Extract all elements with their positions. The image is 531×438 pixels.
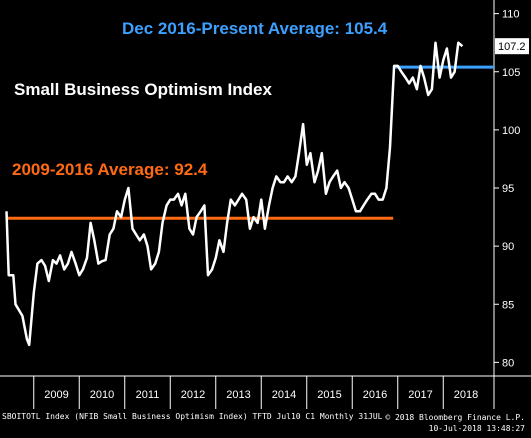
chart-title: Small Business Optimism Index <box>14 80 272 99</box>
chart-axes: 80 85 90 95 100 105 110 2009 2010 2011 2012 2013 201… <box>0 0 531 409</box>
y-tick-label: 110 <box>502 9 520 21</box>
footer-timestamp: 10-Jul-2018 13:48:27 <box>428 424 525 433</box>
x-tick-label: 2017 <box>408 389 432 401</box>
reference-label-dec-2016-present: Dec 2016-Present Average: 105.4 <box>122 19 388 38</box>
y-tick-label: 105 <box>502 67 520 79</box>
footer-source: SBOITOTL Index (NFIB Small Business Opti… <box>2 412 383 421</box>
x-tick-label: 2010 <box>90 389 114 401</box>
x-tick-label: 2009 <box>44 389 68 401</box>
chart-labels: Small Business Optimism Index 2009-2016 A… <box>12 19 529 179</box>
y-tick-label: 80 <box>502 357 514 369</box>
last-value-tag-label: 107.2 <box>498 41 526 53</box>
y-tick-label: 90 <box>502 241 514 253</box>
x-tick-label: 2015 <box>317 389 341 401</box>
footer-copyright-line: © 2018 Bloomberg Finance L.P. <box>385 413 525 422</box>
chart-footer: SBOITOTL Index (NFIB Small Business Opti… <box>0 409 531 438</box>
x-tick-label: 2011 <box>136 389 160 401</box>
x-tick-label: 2012 <box>181 389 205 401</box>
x-tick-label: 2016 <box>363 389 387 401</box>
y-tick-label: 95 <box>502 183 514 195</box>
reference-label-2009-2016: 2009-2016 Average: 92.4 <box>12 160 208 179</box>
series-line <box>5 41 464 347</box>
x-tick-label: 2014 <box>272 389 296 401</box>
reference-lines <box>6 65 494 220</box>
last-value-tag <box>495 38 529 55</box>
series-group <box>5 41 464 347</box>
x-tick-label: 2013 <box>226 389 250 401</box>
footer-copyright: © 2018 Bloomberg Finance L.P. 10-Jul-201… <box>385 412 525 434</box>
y-tick-label: 100 <box>502 125 520 137</box>
x-tick-label: 2018 <box>454 389 478 401</box>
y-tick-label: 85 <box>502 299 514 311</box>
